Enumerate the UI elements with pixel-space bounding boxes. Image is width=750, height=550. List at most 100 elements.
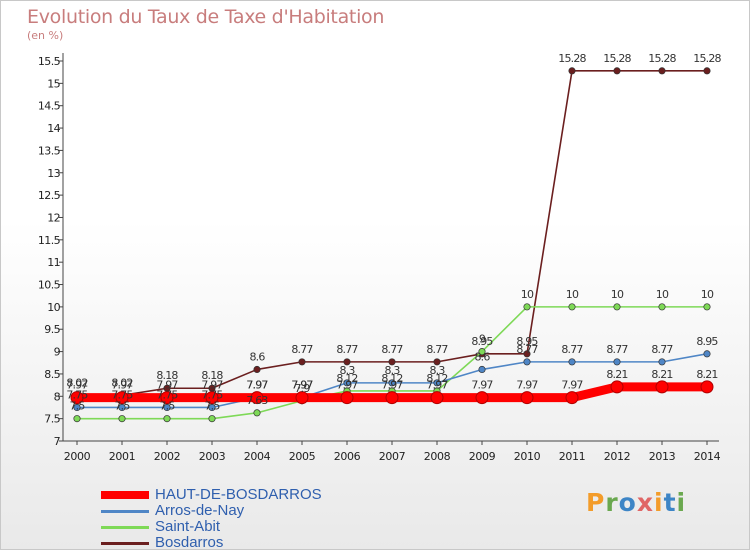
data-point	[433, 379, 441, 387]
data-label: 7.5	[159, 400, 175, 413]
legend-swatch	[101, 509, 149, 513]
data-point	[118, 403, 126, 412]
data-point	[565, 391, 579, 405]
data-label: 8.77	[336, 343, 358, 356]
legend-label: Saint-Abit	[155, 518, 221, 535]
logo-letter: t	[663, 488, 677, 517]
data-point	[703, 350, 711, 358]
data-label: 8.12	[426, 372, 447, 385]
data-label: 7.97	[471, 379, 493, 392]
data-point	[475, 391, 489, 405]
data-label: 7.97	[246, 379, 268, 392]
data-label: 8.3	[384, 364, 400, 377]
x-tick-label: 2006	[334, 450, 361, 463]
data-point	[478, 365, 486, 374]
data-point	[343, 358, 351, 366]
data-label: 8.77	[516, 343, 538, 356]
x-tick-label: 2001	[109, 450, 135, 463]
logo-letter: x	[636, 488, 654, 517]
x-tick-label: 2002	[154, 450, 180, 463]
data-label: 7.97	[561, 379, 583, 392]
data-point	[388, 379, 396, 387]
chart-title: Evolution du Taux de Taxe d'Habitation	[27, 6, 385, 28]
y-tick-label: 11.5	[38, 234, 61, 247]
data-label: 8.77	[291, 343, 313, 356]
data-label: 7.97	[111, 379, 133, 392]
data-point	[298, 358, 306, 366]
chart-unit-label: (en %)	[27, 29, 64, 42]
data-point	[115, 391, 129, 405]
data-label: 8.12	[381, 372, 402, 385]
y-tick-label: 8.5	[44, 368, 60, 381]
data-point	[250, 391, 264, 405]
x-tick-label: 2007	[379, 450, 406, 463]
data-label: 8.95	[471, 335, 493, 348]
data-label: 8.02	[111, 376, 132, 389]
data-point	[388, 358, 396, 366]
data-label: 7.97	[156, 379, 178, 392]
data-label: 8.6	[474, 350, 490, 363]
y-tick-label: 12	[47, 211, 60, 224]
y-tick-label: 15.5	[38, 55, 61, 68]
data-label: 8.77	[561, 343, 583, 356]
legend-swatch	[101, 541, 149, 545]
data-label: 8.21	[606, 368, 627, 381]
y-tick-label: 7.5	[44, 413, 60, 426]
data-point	[73, 403, 81, 412]
data-point	[658, 303, 666, 311]
data-point	[610, 380, 624, 394]
x-tick-label: 2003	[199, 450, 226, 463]
y-tick-label: 13	[47, 167, 60, 180]
logo-letter: P	[586, 488, 606, 517]
legend-label: Arros-de-Nay	[155, 502, 245, 519]
data-point	[658, 67, 666, 75]
data-label: 7.97	[201, 379, 223, 392]
logo-letter: o	[618, 488, 637, 517]
data-label: 7.75	[201, 388, 223, 401]
data-label: 15.28	[693, 52, 721, 65]
data-label: 8.3	[429, 364, 445, 377]
x-tick-label: 2005	[289, 450, 316, 463]
x-tick-label: 2014	[694, 450, 721, 463]
logo-letter: i	[676, 488, 687, 517]
y-tick-label: 15	[47, 77, 60, 90]
data-label: 7.97	[336, 379, 358, 392]
data-label: 15.28	[558, 52, 586, 65]
data-point	[520, 391, 534, 405]
data-label: 8.18	[201, 369, 223, 382]
data-label: 7.9	[294, 382, 310, 395]
data-point	[658, 358, 666, 366]
y-tick-label: 14.5	[38, 100, 61, 113]
data-label: 7.97	[291, 379, 313, 392]
data-label: 7.75	[66, 388, 88, 401]
data-point	[430, 391, 444, 405]
data-point	[160, 391, 174, 405]
data-label: 10	[566, 288, 579, 301]
data-point	[523, 358, 531, 366]
data-label: 7.5	[204, 400, 220, 413]
data-point	[700, 380, 714, 394]
legend-label: HAUT-DE-BOSDARROS	[155, 486, 322, 503]
data-label: 8.77	[426, 343, 448, 356]
data-label: 10	[701, 288, 714, 301]
x-tick-label: 2009	[469, 450, 496, 463]
data-label: 10	[656, 288, 669, 301]
x-tick-label: 2011	[559, 450, 585, 463]
data-label: 8.3	[339, 364, 355, 377]
data-label: 7.97	[246, 379, 268, 392]
data-label: 8.21	[651, 368, 672, 381]
data-point	[73, 415, 81, 423]
data-label: 7.97	[66, 379, 88, 392]
data-label: 7.75	[111, 388, 133, 401]
x-tick-label: 2000	[64, 450, 91, 463]
y-tick-label: 10.5	[38, 279, 61, 292]
y-tick-label: 9	[54, 346, 61, 359]
data-point	[385, 391, 399, 405]
legend-item: Arros-de-Nay	[101, 503, 322, 519]
data-label: 10	[611, 288, 624, 301]
x-tick-label: 2004	[244, 450, 271, 463]
data-point	[163, 415, 171, 423]
data-point	[478, 348, 486, 356]
